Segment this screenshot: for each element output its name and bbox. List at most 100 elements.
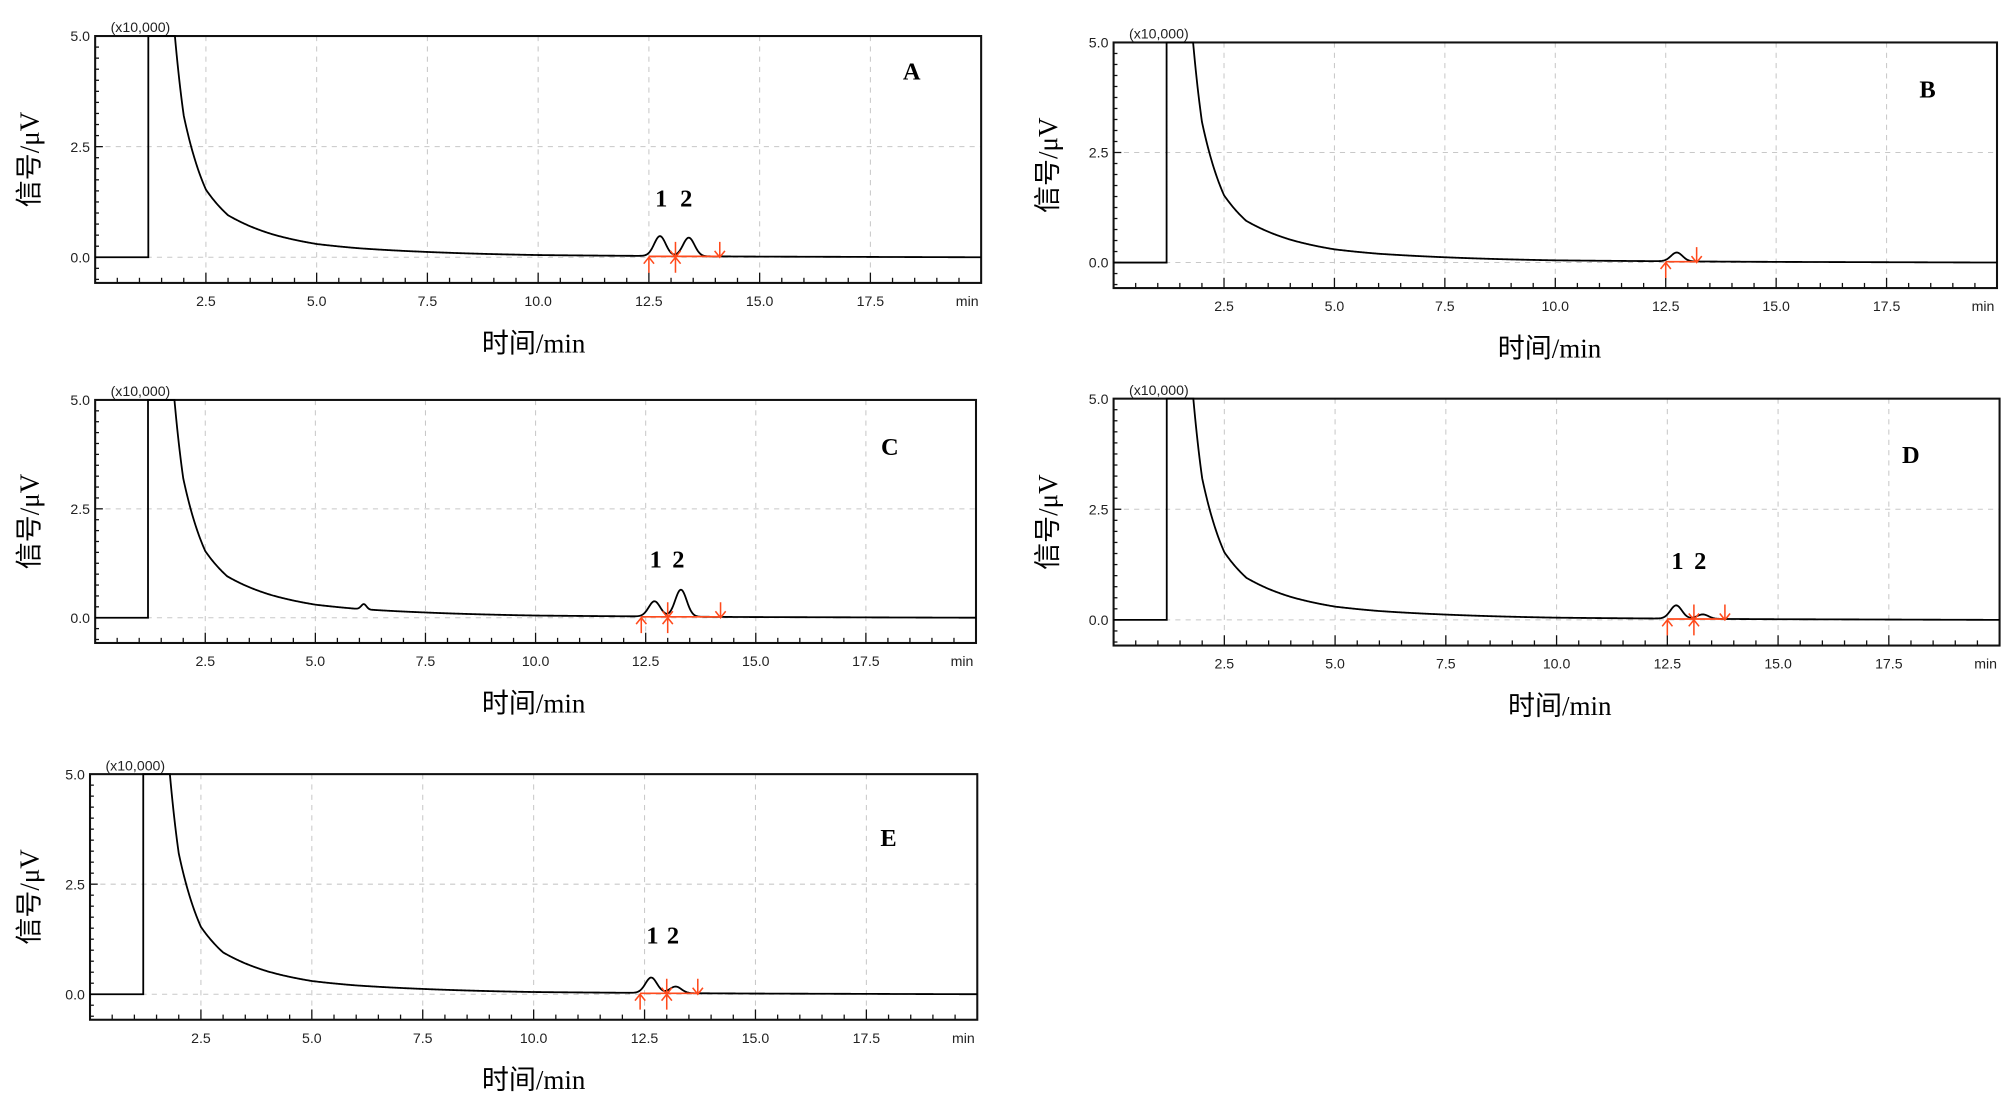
x-tick-label: 7.5 — [1436, 656, 1456, 672]
peak-end-arrow-icon — [1719, 604, 1731, 622]
panel-label: C — [881, 434, 899, 461]
peak-start-arrow-icon — [1659, 261, 1672, 278]
peak-start-arrow-icon — [661, 616, 674, 634]
y-tick-label: 5.0 — [1089, 35, 1109, 51]
x-tick-label: 5.0 — [1325, 656, 1345, 672]
x-unit-label: min — [952, 1030, 975, 1046]
panel-b: 2.5 5.0 7.5 10.0 12.5 15.0 17.5 min 0.0 2.5 5.0 (x1… — [1033, 26, 1999, 364]
panel-a: 2.5 5.0 7.5 10.0 12.5 15.0 17.5 min 0.0 2.5 5.0 (x1… — [15, 19, 983, 358]
x-tick-label: 15.0 — [742, 1030, 770, 1046]
y-tick-label: 2.5 — [1089, 501, 1109, 517]
y-tick-label: 2.5 — [70, 139, 90, 155]
x-tick-label: 12.5 — [632, 653, 660, 669]
y-tick-label: 0.0 — [1089, 612, 1109, 628]
peak-end-arrow-icon — [661, 602, 674, 619]
peak-end-arrow-icon — [660, 978, 673, 996]
x-tick-label: 15.0 — [1764, 656, 1792, 672]
x-tick-label: 12.5 — [1652, 298, 1680, 314]
peak-start-arrow-icon — [1688, 618, 1700, 636]
x-tick-label: 5.0 — [1325, 298, 1345, 314]
y-axis-title: 信号/μV — [15, 849, 45, 945]
peak-end-arrow-icon — [692, 978, 704, 996]
x-tick-label: 7.5 — [418, 293, 438, 309]
y-tick-label: 0.0 — [1089, 255, 1109, 271]
y-multiplier-label: (x10,000) — [1129, 26, 1189, 42]
x-tick-label: 7.5 — [416, 653, 436, 669]
y-tick-label: 5.0 — [70, 28, 90, 44]
x-tick-label: 10.0 — [522, 653, 550, 669]
x-unit-label: min — [1972, 298, 1995, 314]
x-tick-label: 15.0 — [742, 653, 770, 669]
x-unit-label: min — [1974, 656, 1997, 672]
peak-label: 1 — [655, 185, 667, 212]
x-tick-label: 17.5 — [853, 1030, 881, 1046]
chromatogram-trace — [95, 399, 976, 619]
chromatogram-trace — [90, 773, 978, 996]
y-tick-label: 0.0 — [70, 249, 90, 265]
peak-start-arrow-icon — [643, 256, 655, 273]
peak-end-arrow-icon — [1688, 604, 1700, 622]
peak-label: 1 — [646, 923, 658, 950]
x-axis-title: 时间/min — [1508, 691, 1612, 721]
x-tick-label: 2.5 — [1215, 656, 1235, 672]
panel-label: E — [880, 825, 896, 852]
peak-label: 1 — [650, 547, 662, 574]
peak-end-arrow-icon — [714, 241, 726, 259]
x-tick-label: 10.0 — [1542, 298, 1570, 314]
x-tick-label: 10.0 — [520, 1030, 548, 1046]
panel-d: 2.5 5.0 7.5 10.0 12.5 15.0 17.5 min 0.0 2.5 5.0 (x1… — [1033, 382, 2001, 721]
chromatogram-trace — [1113, 41, 1998, 264]
peak-start-arrow-icon — [635, 616, 648, 634]
peak-start-arrow-icon — [669, 256, 682, 273]
peak-label: 2 — [680, 185, 692, 212]
x-tick-label: 17.5 — [1875, 656, 1903, 672]
peak-label: 2 — [1694, 548, 1706, 575]
x-axis-title: 时间/min — [482, 328, 586, 358]
x-axis-title: 时间/min — [1498, 334, 1602, 364]
panel-label: D — [1902, 442, 1920, 469]
x-tick-label: 2.5 — [1214, 298, 1234, 314]
chromatogram-trace — [1113, 397, 2000, 621]
x-tick-label: 10.0 — [1543, 656, 1571, 672]
x-tick-label: 15.0 — [746, 293, 774, 309]
y-tick-label: 2.5 — [1089, 145, 1109, 161]
peak-end-arrow-icon — [669, 241, 682, 259]
x-tick-label: 12.5 — [631, 1030, 659, 1046]
y-axis-title: 信号/μV — [1033, 474, 1063, 570]
x-tick-label: 5.0 — [302, 1030, 322, 1046]
peak-start-arrow-icon — [1661, 618, 1674, 636]
x-tick-label: 5.0 — [306, 653, 326, 669]
panel-c: 2.5 5.0 7.5 10.0 12.5 15.0 17.5 min 0.0 2.5 5.0 (x1… — [15, 383, 978, 718]
x-tick-label: 7.5 — [413, 1030, 433, 1046]
x-tick-label: 5.0 — [307, 293, 327, 309]
y-tick-label: 2.5 — [70, 501, 90, 517]
y-axis-title: 信号/μV — [1033, 117, 1063, 213]
x-tick-label: 15.0 — [1762, 298, 1790, 314]
peak-start-arrow-icon — [634, 992, 646, 1010]
x-tick-label: 17.5 — [857, 293, 885, 309]
x-tick-label: 2.5 — [191, 1030, 211, 1046]
y-tick-label: 5.0 — [65, 766, 85, 782]
peak-label: 1 — [1671, 548, 1683, 575]
x-tick-label: 17.5 — [1873, 298, 1901, 314]
y-tick-label: 0.0 — [70, 610, 90, 626]
x-axis-title: 时间/min — [482, 688, 586, 718]
y-multiplier-label: (x10,000) — [111, 383, 171, 399]
peak-label: 2 — [667, 923, 679, 950]
x-tick-label: 17.5 — [852, 653, 880, 669]
x-unit-label: min — [951, 653, 974, 669]
peak-end-arrow-icon — [714, 602, 727, 619]
x-axis-title: 时间/min — [482, 1065, 586, 1095]
panel-label: A — [903, 59, 921, 86]
panel-label: B — [1919, 77, 1935, 104]
x-tick-label: 12.5 — [1654, 656, 1682, 672]
y-axis-title: 信号/μV — [15, 473, 45, 569]
x-tick-label: 10.0 — [524, 293, 552, 309]
peak-end-arrow-icon — [1690, 247, 1703, 264]
y-axis-title: 信号/μV — [15, 111, 45, 207]
x-unit-label: min — [956, 293, 979, 309]
y-multiplier-label: (x10,000) — [1129, 382, 1189, 398]
panel-e: 2.5 5.0 7.5 10.0 12.5 15.0 17.5 min 0.0 2.5 5.0 (x1… — [15, 757, 979, 1095]
